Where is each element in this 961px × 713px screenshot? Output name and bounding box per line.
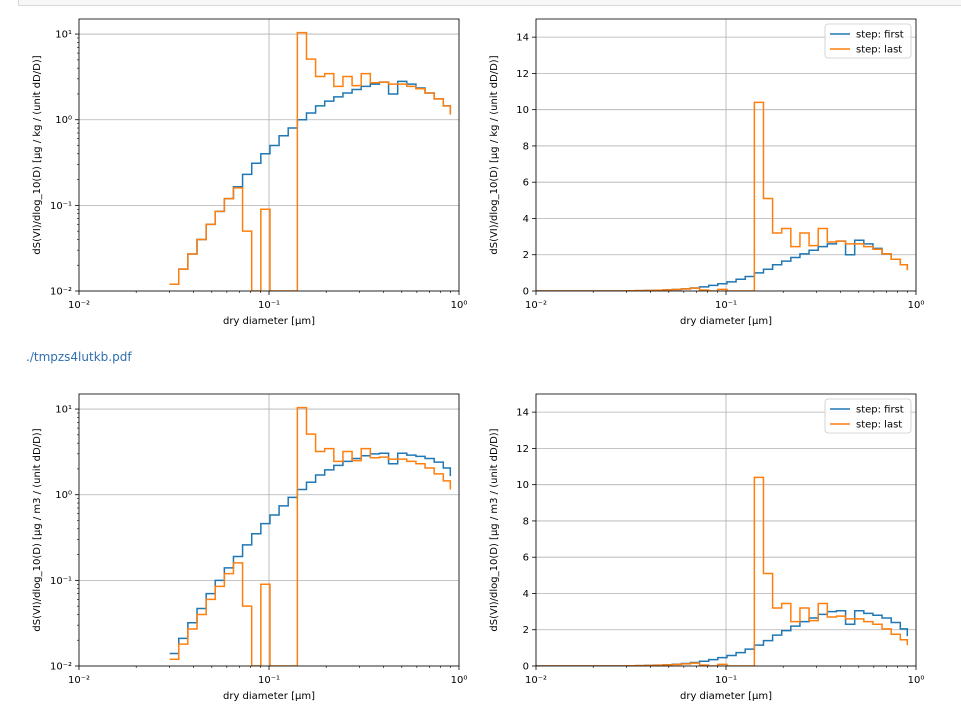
y-tick-label: 8 [523,141,529,152]
x-tick-label: 10⁰ [908,675,925,686]
y-tick-label: 2 [523,625,529,636]
y-tick-label: 6 [523,553,529,564]
legend-label: step: first [856,30,904,41]
chart-3: 10⁻² 10⁻¹ 10⁰ 10⁻² 10⁻¹ 10⁰ 10¹ dry diameter [µ… [32,393,468,702]
y-axis-label: dS(VI)/dlog_10(D) [µg / kg / (unit dD/D)… [489,55,500,254]
y-tick-label: 10⁰ [55,490,72,501]
y-tick-label: 4 [523,589,529,600]
y-tick-label: 10⁻¹ [50,201,72,212]
y-tick-label: 10 [516,105,529,116]
y-tick-label: 10 [516,480,529,491]
y-tick-label: 10¹ [55,405,72,416]
notebook-cell-edge [18,0,961,6]
gridlines [78,394,460,667]
series-line-first [169,452,452,655]
pdf-file-link[interactable]: ./tmpzs4lutkb.pdf [26,350,132,364]
x-tick-label: 10⁰ [908,300,925,311]
y-tick-label: 6 [523,178,529,189]
legend-label: step: last [856,45,902,56]
chart-1: 10⁻² 10⁻¹ 10⁰ 10⁻² 10⁻¹ 10⁰ 10¹ dry diameter [µ… [32,18,468,327]
x-tick-label: 10⁻¹ [715,300,737,311]
chart-2: 10⁻² 10⁻¹ 10⁰ 0 2 4 6 8 10 12 14 dry diameter [µm] d… [489,18,925,327]
series-line-first [536,239,909,291]
x-tick-label: 10⁻¹ [258,675,280,686]
series-line-last [169,31,452,291]
y-tick-label: 14 [516,33,529,44]
x-axis-label: dry diameter [µm] [223,691,315,702]
chart-4: 10⁻² 10⁻¹ 10⁰ 0 2 4 6 8 10 12 14 dry diameter [µm] d… [489,393,925,702]
x-tick-label: 10⁻² [68,300,90,311]
y-axis-label: dS(VI)/dlog_10(D) [µg / m3 / (unit dD/D)… [489,428,500,631]
gridlines [535,19,917,292]
legend-label: step: first [856,405,904,416]
legend: step: first step: last [824,398,912,434]
x-tick-label: 10⁻² [525,300,547,311]
y-tick-label: 4 [523,214,529,225]
y-tick-label: 10⁻² [50,662,72,673]
y-tick-label: 10⁻¹ [50,576,72,587]
series-line-last [536,476,909,666]
x-axis-label: dry diameter [µm] [680,691,772,702]
legend-label: step: last [856,420,902,431]
y-axis-label: dS(VI)/dlog_10(D) [µg / m3 / (unit dD/D)… [32,428,43,631]
series-line-last [536,101,909,291]
y-tick-label: 12 [516,444,529,455]
y-tick-label: 10¹ [55,30,72,41]
x-tick-label: 10⁻² [68,675,90,686]
x-tick-label: 10⁰ [451,675,468,686]
y-tick-label: 2 [523,250,529,261]
y-tick-label: 14 [516,408,529,419]
series-line-first [169,80,452,285]
x-tick-label: 10⁰ [451,300,468,311]
x-tick-label: 10⁻¹ [715,675,737,686]
x-axis-label: dry diameter [µm] [680,316,772,327]
x-axis-label: dry diameter [µm] [223,316,315,327]
gridlines [535,394,917,667]
series-line-last [169,406,452,666]
legend: step: first step: last [824,23,912,59]
y-tick-label: 0 [523,287,529,298]
y-axis-label: dS(VI)/dlog_10(D) [µg / kg / (unit dD/D)… [32,55,43,254]
y-tick-label: 10⁻² [50,287,72,298]
x-tick-label: 10⁻² [525,675,547,686]
y-tick-label: 0 [523,662,529,673]
gridlines [78,19,460,292]
x-tick-label: 10⁻¹ [258,300,280,311]
y-tick-label: 12 [516,69,529,80]
y-tick-label: 10⁰ [55,115,72,126]
y-tick-label: 8 [523,516,529,527]
